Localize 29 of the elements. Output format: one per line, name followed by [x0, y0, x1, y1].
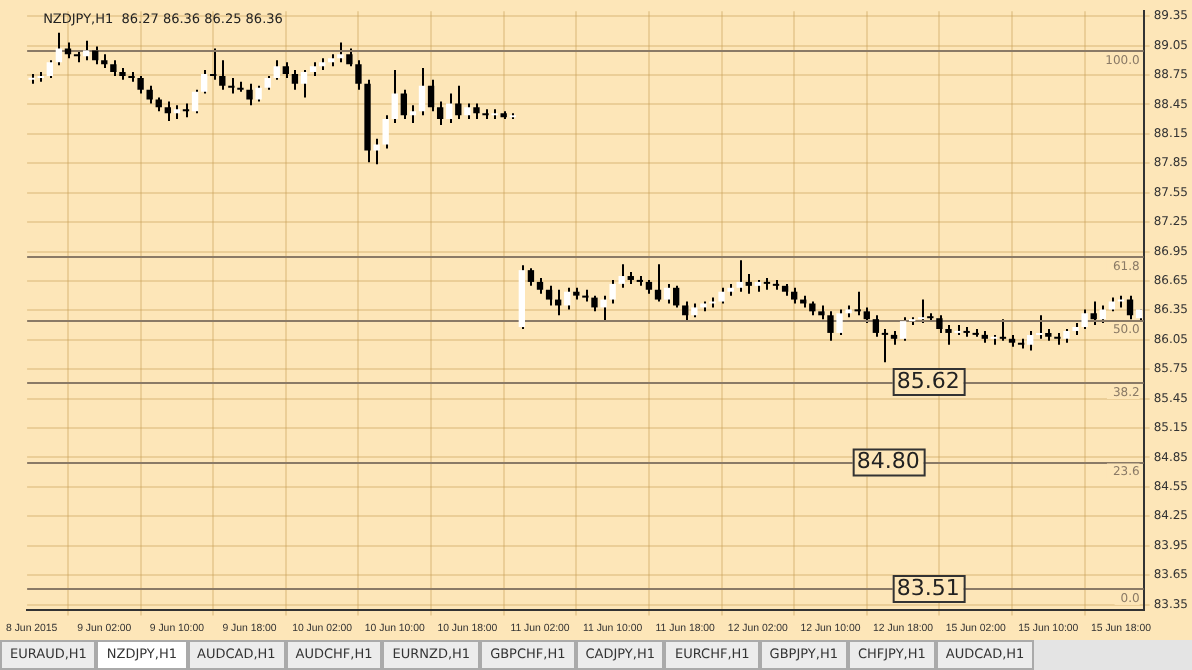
candlestick	[455, 84, 462, 121]
candlestick	[827, 310, 834, 342]
candlestick	[854, 290, 861, 317]
candlestick	[654, 263, 662, 303]
candlestick	[672, 284, 680, 309]
candlestick	[872, 314, 880, 338]
candlestick	[82, 39, 90, 62]
candlestick	[899, 316, 907, 342]
annotation: 84.80	[856, 448, 920, 475]
candlestick	[210, 47, 217, 81]
candlestick	[291, 69, 299, 91]
candlestick	[418, 67, 426, 117]
candlestick	[427, 78, 435, 113]
candlestick	[300, 69, 308, 99]
annotation: 85.62	[896, 367, 960, 394]
candlestick	[55, 31, 63, 67]
annotation: 83.51	[896, 574, 960, 601]
candlestick	[1090, 300, 1097, 327]
candlestick	[1126, 294, 1134, 321]
candlestick	[745, 273, 752, 295]
candlestick	[545, 284, 553, 307]
candlestick	[999, 318, 1007, 342]
candlestick	[246, 82, 253, 107]
candlestick	[663, 282, 671, 305]
candlestick	[164, 100, 172, 123]
candlestick	[400, 88, 408, 121]
candlestick	[382, 114, 389, 150]
candlestick	[682, 300, 689, 323]
candlestick	[881, 328, 889, 364]
